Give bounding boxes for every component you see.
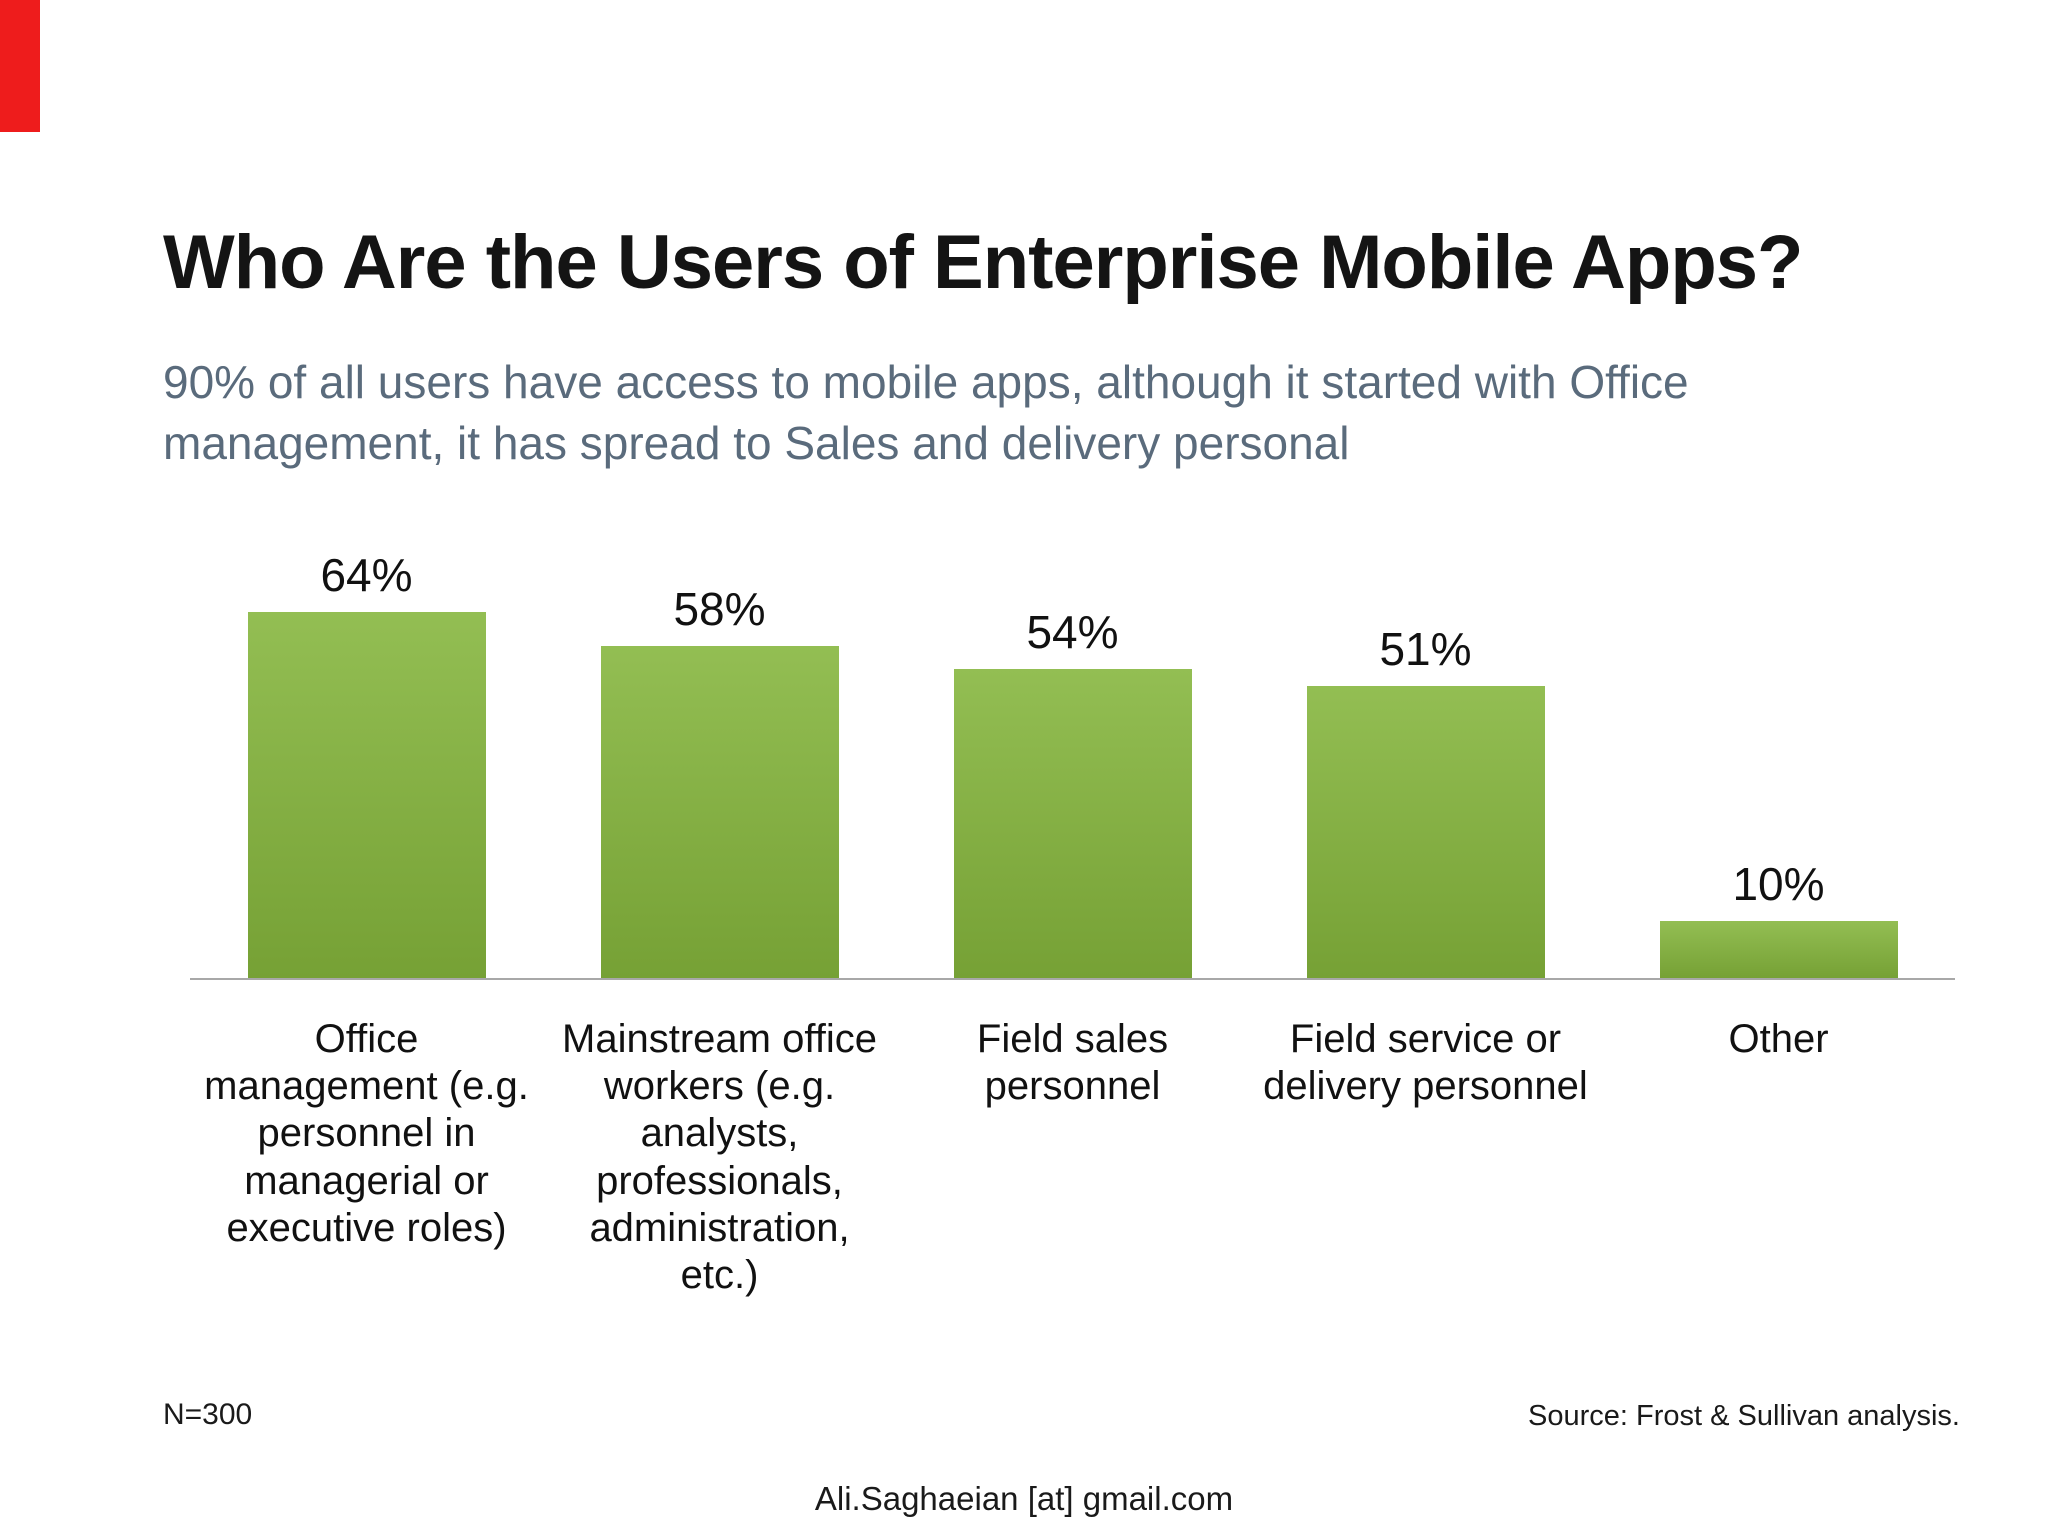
bar-value-label: 10% [1732,858,1825,910]
bar [247,612,486,978]
bar-group: 10% [1602,538,1955,978]
bar-chart: 64% 58% 54% 51% 10% Office management (e.g. … [190,538,1955,1299]
page-title: Who Are the Users of Enterprise Mobile A… [163,219,1803,305]
bar-value-label: 54% [1026,606,1119,658]
source-note: Source: Frost & Sullivan analysis. [1528,1400,1960,1432]
sample-size-note: N=300 [163,1398,253,1431]
bar [600,646,839,978]
category-label: Office management (e.g. personnel in man… [204,1017,529,1250]
category-label: Mainstream office workers (e.g. analysts… [562,1017,877,1297]
bar-group: 54% [896,538,1249,978]
category-label: Field sales personnel [976,1017,1169,1109]
bar [1659,921,1898,978]
bar-group: 58% [543,538,896,978]
category-label: Field service or delivery personnel [1263,1017,1588,1109]
bar [953,669,1192,978]
bar-value-label: 58% [673,583,766,635]
category-label: Other [1728,1017,1829,1061]
bar-value-label: 64% [320,549,413,601]
chart-subtitle: 90% of all users have access to mobile a… [163,356,1689,469]
red-accent-strip [0,0,40,132]
bar-group: 51% [1249,538,1602,978]
bar-value-label: 51% [1379,623,1472,675]
plot-area: 64% 58% 54% 51% 10% [190,538,1955,980]
footer-email: Ali.Saghaeian [at] gmail.com [814,1480,1234,1517]
category-labels: Office management (e.g. personnel in man… [190,1016,1955,1299]
bar [1306,686,1545,978]
bar-group: 64% [190,538,543,978]
